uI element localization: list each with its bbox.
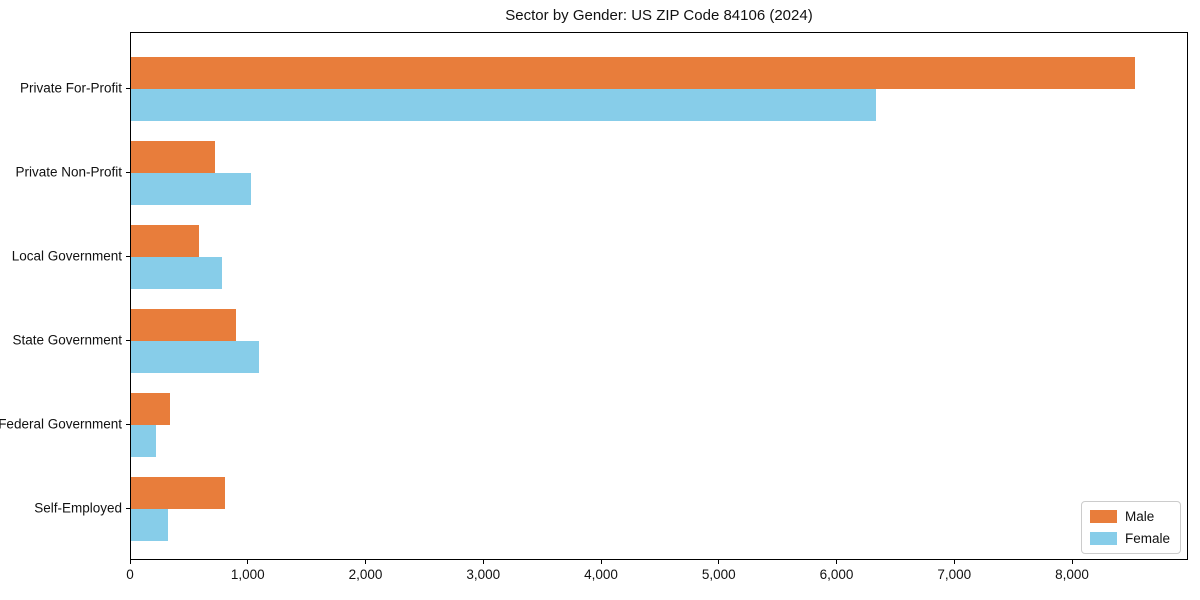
x-tick-label: 6,000 xyxy=(819,567,854,582)
bar-male-private-for-profit xyxy=(131,57,1136,89)
bar-female-local-government xyxy=(131,257,222,289)
y-tick-mark xyxy=(126,507,130,509)
bar-female-private-for-profit xyxy=(131,89,877,121)
bar-male-private-non-profit xyxy=(131,141,215,173)
bar-male-federal-government xyxy=(131,393,170,425)
x-tick-label: 7,000 xyxy=(937,567,972,582)
y-tick-mark xyxy=(126,87,130,89)
x-tick-mark xyxy=(600,560,602,564)
x-tick-mark xyxy=(247,560,249,564)
x-tick-label: 4,000 xyxy=(584,567,618,582)
bar-female-federal-government xyxy=(131,425,156,457)
x-tick-mark xyxy=(836,560,838,564)
x-tick-label: 8,000 xyxy=(1055,567,1089,582)
y-tick-label: Private Non-Profit xyxy=(15,164,122,180)
x-tick-label: 1,000 xyxy=(230,567,265,582)
bar-male-state-government xyxy=(131,309,236,341)
x-tick-mark xyxy=(365,560,367,564)
bar-male-self-employed xyxy=(131,477,226,509)
x-tick-mark xyxy=(129,560,131,564)
y-tick-label: State Government xyxy=(12,332,122,348)
y-tick-mark xyxy=(126,255,130,257)
x-tick-mark xyxy=(718,560,720,564)
y-tick-label: Local Government xyxy=(11,248,122,264)
y-tick-label: Self-Employed xyxy=(34,500,122,516)
x-tick-mark xyxy=(953,560,955,564)
y-tick-label: Federal Government xyxy=(0,416,122,432)
legend-label-female: Female xyxy=(1124,531,1170,546)
bar-female-state-government xyxy=(131,341,260,373)
x-tick-label: 5,000 xyxy=(701,567,736,582)
legend-item-female: Female xyxy=(1089,531,1170,546)
male-series-swatch xyxy=(1089,510,1117,523)
x-tick-label: 3,000 xyxy=(466,567,501,582)
y-tick-mark xyxy=(126,339,130,341)
bar-female-private-non-profit xyxy=(131,173,252,205)
chart-title: Sector by Gender: US ZIP Code 84106 (202… xyxy=(505,7,813,24)
y-tick-mark xyxy=(126,171,130,173)
legend-item-male: Male xyxy=(1089,509,1170,524)
bar-male-local-government xyxy=(131,225,200,257)
bar-female-self-employed xyxy=(131,509,168,541)
female-series-swatch xyxy=(1089,532,1117,545)
x-tick-label: 2,000 xyxy=(348,567,383,582)
legend-label-male: Male xyxy=(1124,509,1155,524)
y-tick-label: Private For-Profit xyxy=(19,80,122,96)
plot-area: Male Female xyxy=(130,32,1188,560)
x-tick-label: 0 xyxy=(126,567,134,582)
y-tick-mark xyxy=(126,423,130,425)
x-tick-mark xyxy=(482,560,484,564)
x-tick-mark xyxy=(1071,560,1073,564)
legend: Male Female xyxy=(1080,501,1181,554)
